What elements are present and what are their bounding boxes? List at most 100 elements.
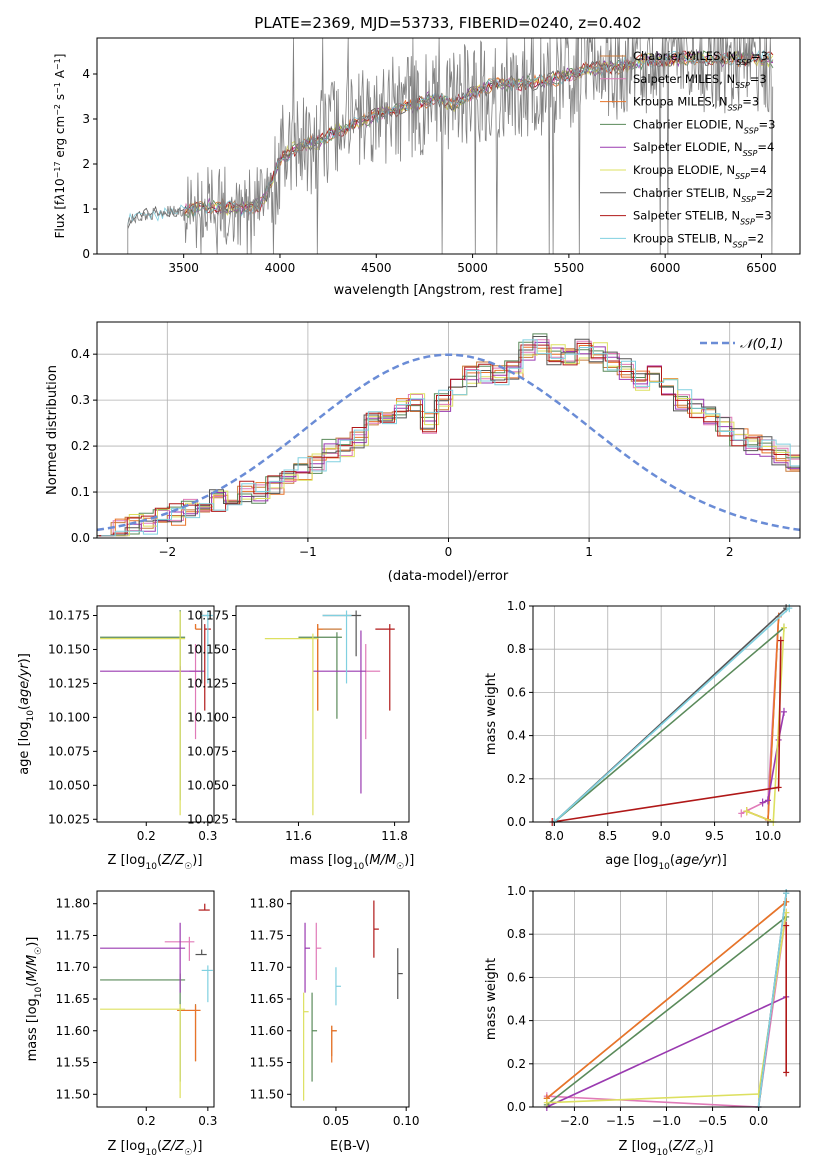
spectrum-ylabel: Flux [fλ10−17 erg cm−2 s−1 A−1] (53, 54, 68, 239)
weight-vs-z-panel: −2.0 −1.5 −1.0 −0.5 0.0 0.0 0.2 0.4 0.6 0.8 1.0 Z … (484, 884, 801, 1158)
spectrum-xlabel: wavelength [Angstrom, rest frame] (334, 283, 563, 298)
age-vs-z-xtick-label: 0.2 (137, 829, 156, 843)
weight-vs-z-ytick-label: 0.0 (507, 1100, 526, 1114)
weight-vs-z-xtick-label: −2.0 (560, 1114, 589, 1128)
mass-vs-ebv-xtick-label: 0.05 (323, 1114, 350, 1128)
spectrum-plot-area (127, 36, 774, 255)
mass-vs-z-ytick-label: 11.75 (56, 928, 90, 942)
weight-vs-z-xtick-label: −1.5 (606, 1114, 635, 1128)
weight-vs-z-series-line (546, 901, 787, 1100)
weight-vs-z-series-line (757, 893, 787, 1108)
weight-vs-age-xtick-label: 9.5 (705, 829, 724, 843)
age-vs-mass-ytick-label: 10.075 (187, 744, 229, 758)
mass-vs-ebv-ytick-label: 11.50 (250, 1087, 284, 1101)
mass-vs-z-frame (96, 890, 215, 1108)
spectrum-xtick-label: 4500 (361, 261, 392, 275)
spectrum-xtick-label: 3500 (168, 261, 199, 275)
legend-label: Salpeter ELODIE, NSSP=4 (633, 140, 774, 158)
residual-panel: −2 −1 0 1 2 0.0 0.1 0.2 0.3 0.4 (data-model)/erro… (45, 321, 801, 584)
mass-vs-z-ytick-label: 11.80 (56, 897, 90, 911)
mass-vs-z-xtick-label: 0.2 (137, 1114, 156, 1128)
spectrum-ytick-label: 1 (82, 202, 90, 216)
residual-histogram-step (101, 339, 800, 537)
weight-vs-z-ytick-label: 0.4 (507, 1014, 526, 1028)
weight-vs-age-plot (549, 604, 793, 826)
weight-vs-age-series-line (746, 627, 785, 824)
spectrum-xtick-label: 5000 (457, 261, 488, 275)
mass-vs-ebv-ticks: 0.05 0.10 11.50 11.55 11.60 11.65 11.70 11.75 11… (250, 897, 420, 1128)
weight-vs-z-ytick-label: 0.6 (507, 970, 526, 984)
residual-xtick-label: −1 (299, 545, 317, 559)
age-vs-mass-frame (235, 605, 410, 823)
mass-vs-z-ytick-label: 11.55 (56, 1056, 90, 1070)
spectrum-xtick-label: 4000 (265, 261, 296, 275)
age-vs-mass-plot (264, 610, 395, 816)
mass-vs-z-ytick-label: 11.50 (56, 1087, 90, 1101)
weight-vs-z-ytick-label: 0.8 (507, 927, 526, 941)
age-vs-mass-ytick-label: 10.150 (187, 642, 229, 656)
weight-vs-z-xlabel: Z [log10(Z/Z☉)] (619, 1139, 714, 1158)
age-vs-mass-ytick-label: 10.125 (187, 676, 229, 690)
residual-ticks: −2 −1 0 1 2 0.0 0.1 0.2 0.3 0.4 (71, 347, 734, 559)
age-vs-mass-panel: 11.6 11.8 10.025 10.050 10.075 10.100 10.125 10… (187, 605, 415, 872)
weight-vs-age-ytick-label: 0.8 (507, 642, 526, 656)
age-vs-z-plot (100, 610, 213, 816)
mass-vs-ebv-ytick-label: 11.70 (250, 960, 284, 974)
age-vs-z-ytick-label: 10.075 (48, 744, 90, 758)
weight-vs-age-ytick-label: 0.0 (507, 815, 526, 829)
weight-vs-z-ticks: −2.0 −1.5 −1.0 −0.5 0.0 0.0 0.2 0.4 0.6 0.8 1.0 (507, 884, 768, 1128)
weight-vs-z-series-line (546, 996, 787, 1108)
mass-vs-z-ytick-label: 11.70 (56, 960, 90, 974)
spectrum-ytick-label: 2 (82, 157, 90, 171)
age-vs-mass-ytick-label: 10.050 (187, 778, 229, 792)
weight-vs-age-ylabel: mass weight (484, 673, 499, 755)
mass-vs-ebv-xlabel: E(B-V) (330, 1139, 370, 1154)
residual-ytick-label: 0.2 (71, 439, 90, 453)
age-vs-z-panel: 0.2 0.3 10.025 10.050 10.075 10.100 10.125 10.1… (17, 605, 217, 872)
mass-vs-ebv-frame (290, 890, 410, 1108)
normal-legend-label: 𝒩(0,1) (740, 337, 783, 352)
mass-vs-ebv-xtick-label: 0.10 (393, 1114, 420, 1128)
age-vs-z-ytick-label: 10.125 (48, 676, 90, 690)
mass-vs-ebv-panel: 0.05 0.10 11.50 11.55 11.60 11.65 11.70 11.75 11… (250, 890, 420, 1154)
weight-vs-z-ytick-label: 0.2 (507, 1057, 526, 1071)
weight-vs-age-frame (532, 605, 801, 823)
legend-label: Salpeter MILES, NSSP=3 (633, 72, 767, 90)
age-vs-mass-xlabel: mass [log10(M/M☉)] (290, 853, 415, 872)
spectrum-ytick-label: 0 (82, 247, 90, 261)
spectrum-ytick-label: 3 (82, 112, 90, 126)
age-vs-z-xtick-label: 0.3 (198, 829, 217, 843)
residual-ytick-label: 0.4 (71, 347, 90, 361)
age-vs-z-ticks: 0.2 0.3 10.025 10.050 10.075 10.100 10.125 10.1… (48, 609, 217, 843)
mass-vs-ebv-ytick-label: 11.55 (250, 1056, 284, 1070)
legend-label: Kroupa ELODIE, NSSP=4 (633, 163, 767, 181)
weight-vs-z-xtick-label: 0.0 (749, 1114, 768, 1128)
mass-vs-z-ylabel: mass [log10(M/M☉)] (25, 937, 44, 1062)
weight-vs-age-ytick-label: 0.6 (507, 685, 526, 699)
weight-vs-age-ytick-label: 1.0 (507, 599, 526, 613)
age-vs-z-ytick-label: 10.150 (48, 642, 90, 656)
age-vs-mass-xtick-label: 11.8 (381, 829, 408, 843)
age-vs-mass-ytick-label: 10.100 (187, 710, 229, 724)
residual-xtick-label: 2 (726, 545, 734, 559)
residual-histograms (96, 333, 801, 537)
residual-ylabel: Normed distribution (45, 365, 60, 495)
spectrum-ticks: 3500 4000 4500 5000 5500 6000 6500 0 1 2 3 4 (82, 67, 776, 275)
figure-title: PLATE=2369, MJD=53733, FIBERID=0240, z=0… (254, 14, 641, 32)
mass-vs-z-ytick-label: 11.65 (56, 992, 90, 1006)
mass-vs-z-xlabel: Z [log10(Z/Z☉)] (108, 1139, 203, 1158)
weight-vs-age-xtick-label: 8.0 (545, 829, 564, 843)
residual-histogram-step (101, 342, 800, 537)
weight-vs-age-ytick-label: 0.2 (507, 772, 526, 786)
legend-label: Chabrier MILES, NSSP=3 (633, 49, 768, 67)
spectrum-xtick-label: 6000 (650, 261, 681, 275)
residual-histogram-step (97, 336, 801, 537)
weight-vs-z-xtick-label: −0.5 (698, 1114, 727, 1128)
age-vs-mass-ytick-label: 10.175 (187, 609, 229, 623)
age-vs-z-ylabel: age [log10(age/yr)] (17, 653, 36, 775)
mass-vs-ebv-ytick-label: 11.75 (250, 928, 284, 942)
residual-xtick-label: 1 (585, 545, 593, 559)
residual-xtick-label: 0 (445, 545, 453, 559)
mass-vs-z-plot (100, 903, 213, 1099)
